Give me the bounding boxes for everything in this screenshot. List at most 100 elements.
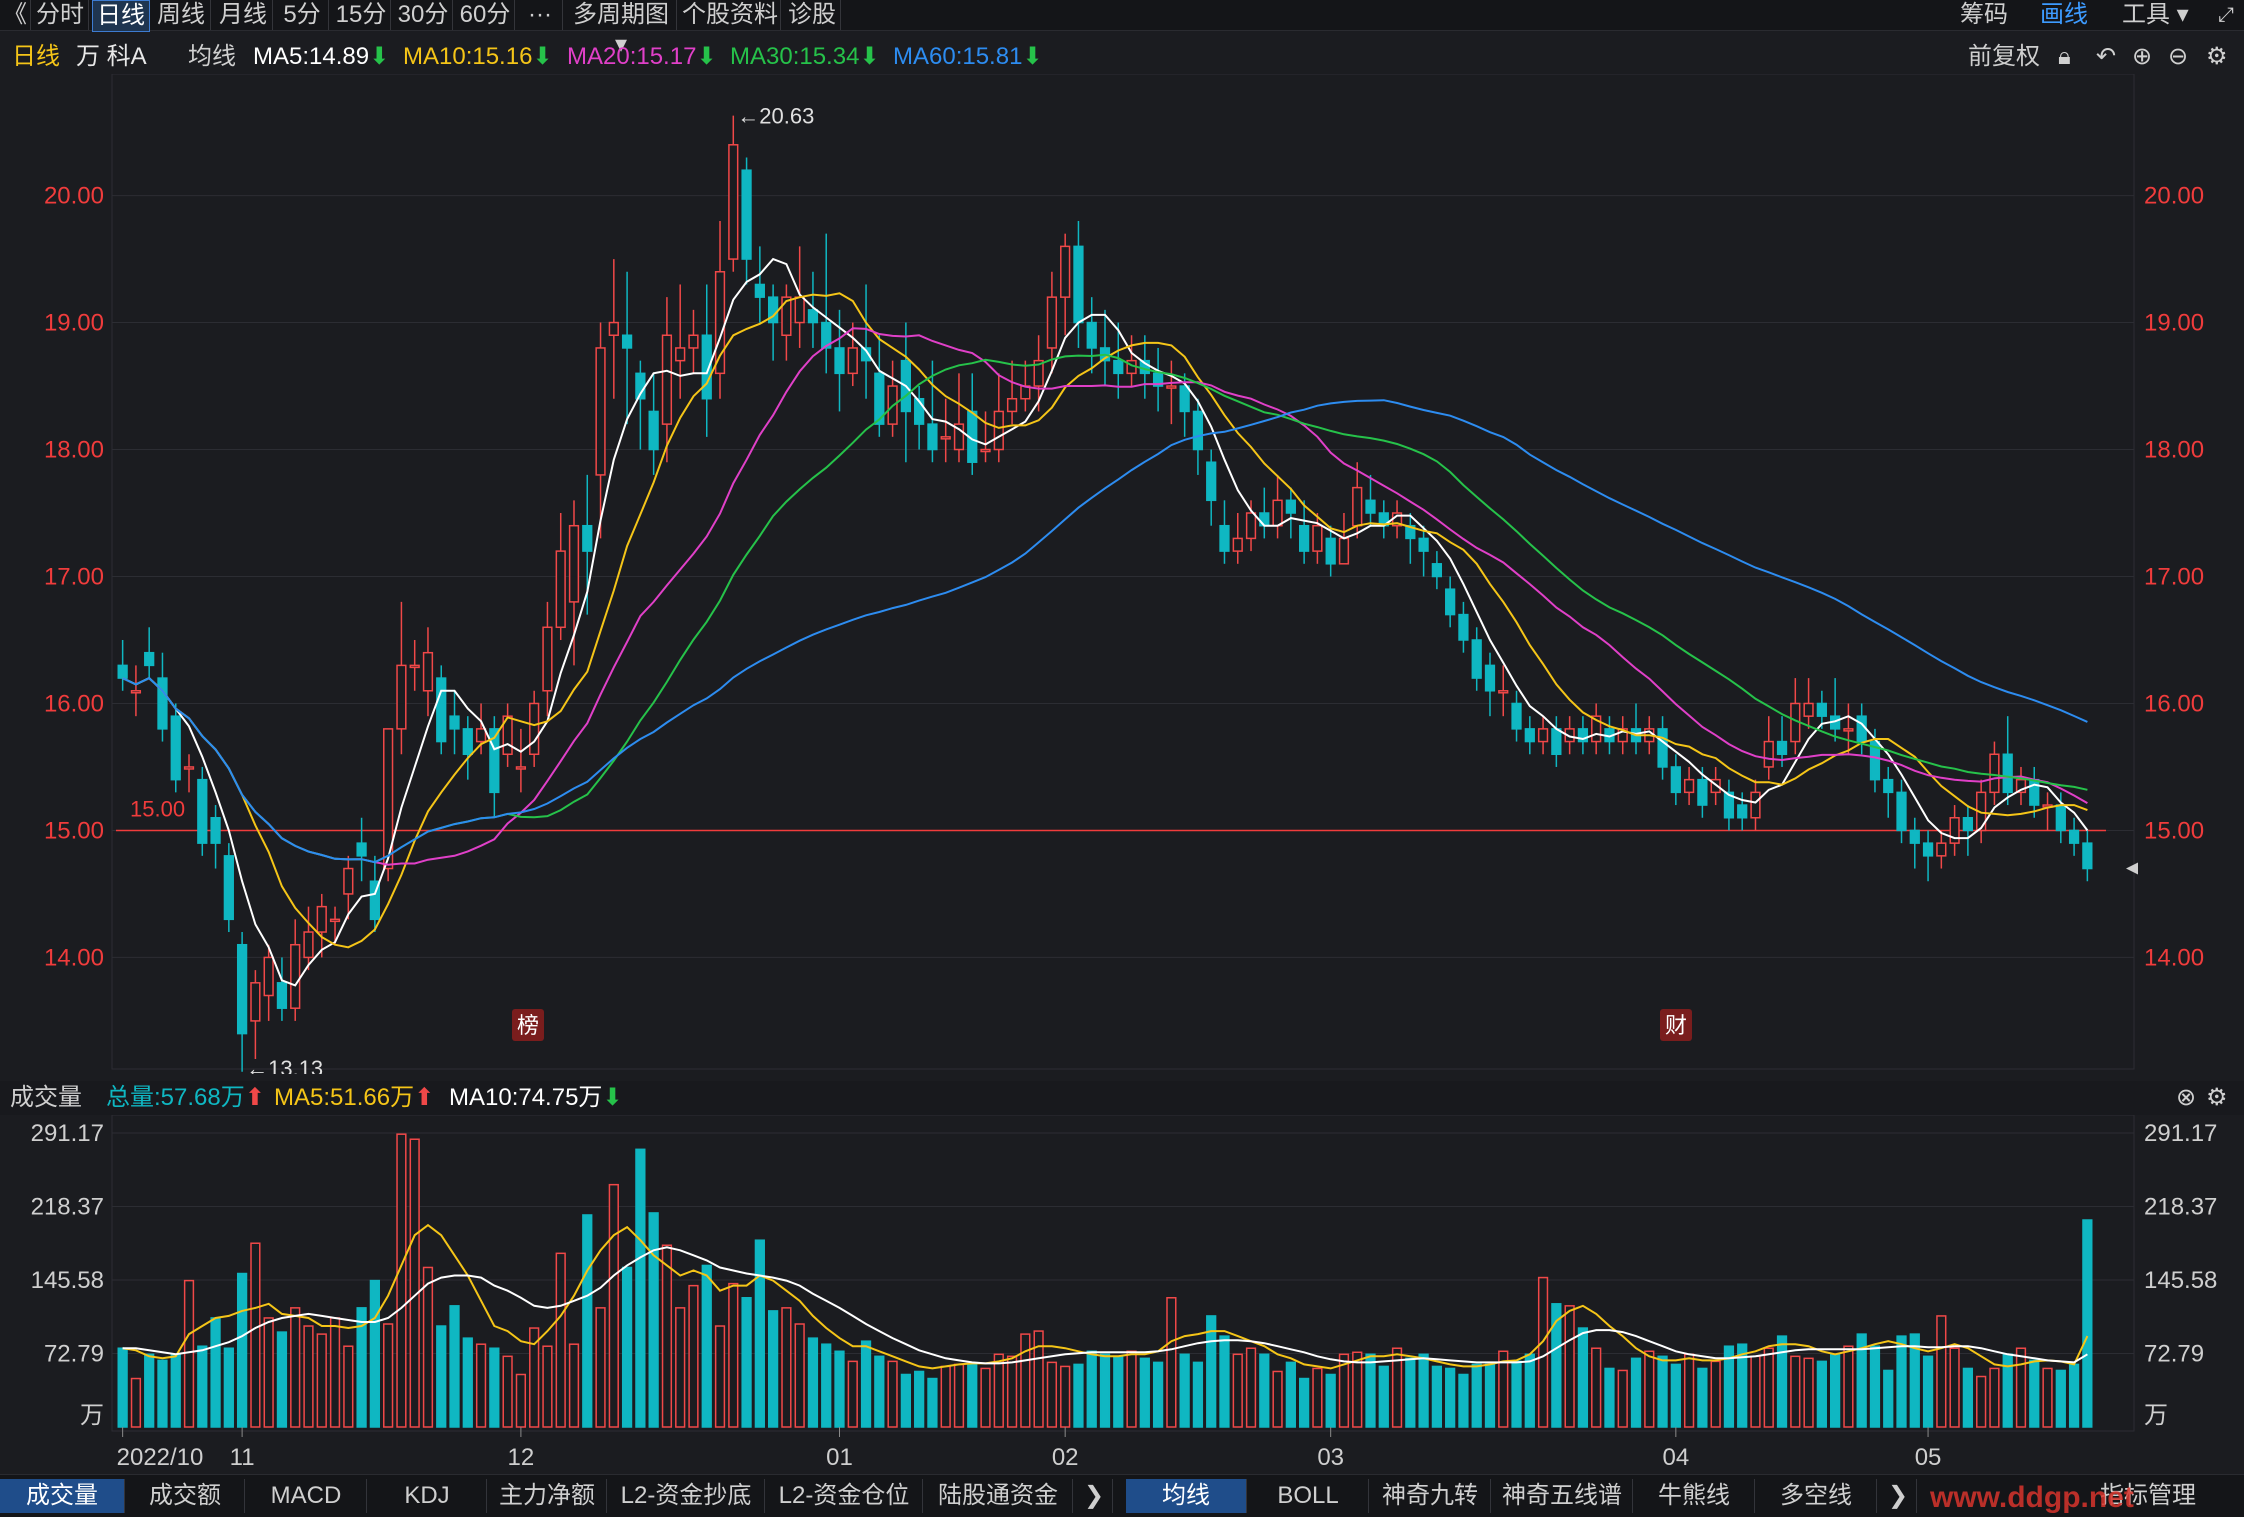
tab-5min[interactable]: 5分 (276, 0, 329, 30)
volume-settings-icon[interactable]: ⚙ (2206, 1084, 2228, 1111)
candle-body (1405, 524, 1416, 540)
volume-bar (210, 1317, 221, 1428)
settings-icon[interactable]: ⚙ (2206, 43, 2228, 70)
candle-body (1166, 385, 1177, 389)
more-icon[interactable]: ··· (518, 0, 563, 30)
volume-chart[interactable]: 72.79 72.79 145.58 145.58 218.37 218.37 291.17… (0, 1115, 2244, 1473)
tab-bull-bear[interactable]: 牛熊线 (1634, 1479, 1755, 1513)
volume-bar (1046, 1361, 1058, 1428)
tab-weekly[interactable]: 周线 (152, 0, 211, 30)
candle-body (1312, 524, 1323, 552)
tab-15min[interactable]: 15分 (332, 0, 391, 30)
volume-tick-left: 291.17 (31, 1120, 104, 1147)
volume-bar (1989, 1367, 2000, 1428)
tab-kdj[interactable]: KDJ (368, 1479, 487, 1513)
multi-period-dropdown[interactable]: 多周期图 ▾ (566, 0, 677, 58)
chevron-right-icon-2[interactable]: ❯ (1880, 1479, 1917, 1513)
tab-turnover[interactable]: 成交额 (126, 1479, 245, 1513)
volume-bar (2029, 1359, 2040, 1428)
candlestick-chart[interactable]: 14.00 14.00 15.00 15.00 16.00 16.00 17.00 17.00… (0, 74, 2244, 1074)
volume-bar (1683, 1353, 1695, 1428)
tab-northbound[interactable]: 陆股通资金 (924, 1479, 1073, 1513)
volume-bar (462, 1337, 473, 1428)
tools-dropdown[interactable]: 工具 ▾ (2122, 1, 2189, 28)
candle-body (1113, 359, 1124, 375)
volume-bar (834, 1350, 845, 1428)
candle-body (847, 347, 858, 375)
y-tick-label-right: 19.00 (2144, 310, 2204, 337)
y-tick-label-right: 20.00 (2144, 183, 2204, 210)
tab-daily[interactable]: 日线 (92, 0, 150, 32)
ma-label[interactable]: 均线 (188, 43, 236, 70)
candle-body (1498, 690, 1509, 694)
volume-bar (688, 1284, 699, 1428)
tab-boll[interactable]: BOLL (1248, 1479, 1369, 1513)
candle-body (276, 982, 288, 1009)
volume-unit-left: 万 (80, 1402, 104, 1429)
tab-main-net[interactable]: 主力净额 (488, 1479, 607, 1513)
candle-body (927, 423, 938, 451)
y-tick-label-left: 17.00 (44, 564, 104, 591)
candle-body (1723, 791, 1735, 819)
chevron-right-icon[interactable]: ❯ (1076, 1479, 1113, 1513)
volume-bar (1816, 1360, 1827, 1428)
tab-volume[interactable]: 成交量 (0, 1479, 125, 1513)
volume-bar (1856, 1333, 1867, 1428)
volume-info-bar: 成交量 总量:57.68万⬆ MA5:51.66万⬆ MA10:74.75万⬇ … (0, 1081, 2244, 1115)
lock-icon[interactable]: 🔒︎ (2058, 43, 2071, 70)
tab-l2-position[interactable]: L2-资金仓位 (766, 1479, 923, 1513)
ma10-line (122, 292, 2088, 949)
tab-nine-turn[interactable]: 神奇九转 (1370, 1479, 1491, 1513)
tab-macd[interactable]: MACD (246, 1479, 367, 1513)
volume-bar (953, 1363, 965, 1428)
tab-30min[interactable]: 30分 (394, 0, 453, 30)
volume-bar (1617, 1369, 1628, 1428)
tab-60min[interactable]: 60分 (456, 0, 515, 30)
candle-body (515, 766, 527, 770)
tab-long-short[interactable]: 多空线 (1756, 1479, 1877, 1513)
tab-monthly[interactable]: 月线 (214, 0, 273, 30)
tab-ma[interactable]: 均线 (1126, 1479, 1247, 1513)
candle-body (1192, 410, 1204, 451)
undo-icon[interactable]: ↶ (2096, 43, 2117, 70)
candle-body (675, 347, 686, 362)
volume-bar (236, 1272, 248, 1428)
x-tick-label: 04 (1662, 1444, 1689, 1471)
expand-icon[interactable]: ⤢ (2218, 4, 2234, 26)
candle-body (250, 982, 261, 1022)
volume-bar (1936, 1315, 1947, 1428)
volume-bar (701, 1264, 712, 1428)
volume-bar (1338, 1353, 1350, 1428)
volume-bar (2055, 1369, 2066, 1428)
zoom-out-icon[interactable]: ⊖ (2168, 43, 2189, 70)
candle-body (1670, 766, 1681, 794)
ma60-value: MA60:15.81⬇ (893, 43, 1043, 70)
volume-bar (940, 1365, 951, 1428)
volume-bar (1352, 1351, 1363, 1428)
candle-body (834, 347, 845, 375)
tab-l2-bottom[interactable]: L2-资金抄底 (608, 1479, 765, 1513)
draw-line-button[interactable]: 画线 (2040, 1, 2088, 28)
chips-button[interactable]: 筹码 (1960, 1, 2008, 28)
y-tick-label-left: 14.00 (44, 944, 104, 971)
tab-fenshi[interactable]: 分时 (32, 0, 89, 30)
adjust-right-button[interactable]: 前复权 (1968, 43, 2040, 70)
diagnose-tab[interactable]: 诊股 (784, 0, 841, 30)
volume-bar (1418, 1353, 1429, 1428)
close-icon[interactable]: ⊗ (2176, 1084, 2197, 1111)
tab-five-lines[interactable]: 神奇五线谱 (1492, 1479, 1633, 1513)
volume-bar (223, 1347, 234, 1428)
volume-ma5: MA5:51.66万⬆ (274, 1084, 435, 1111)
zoom-in-icon[interactable]: ⊕ (2132, 43, 2153, 70)
volume-bar (343, 1345, 354, 1428)
candle-body (714, 271, 726, 375)
candle-body (117, 664, 128, 679)
volume-tick-right: 291.17 (2144, 1120, 2217, 1147)
indicator-manage-button[interactable]: 指标管理 (2100, 1482, 2196, 1509)
volume-title: 成交量 (10, 1084, 82, 1111)
volume-bar (794, 1323, 805, 1428)
candle-body (1949, 817, 1960, 844)
stock-profile-tab[interactable]: 个股资料 (680, 0, 781, 30)
collapse-icon[interactable]: 《 (0, 0, 31, 30)
candle-body (1245, 512, 1257, 540)
